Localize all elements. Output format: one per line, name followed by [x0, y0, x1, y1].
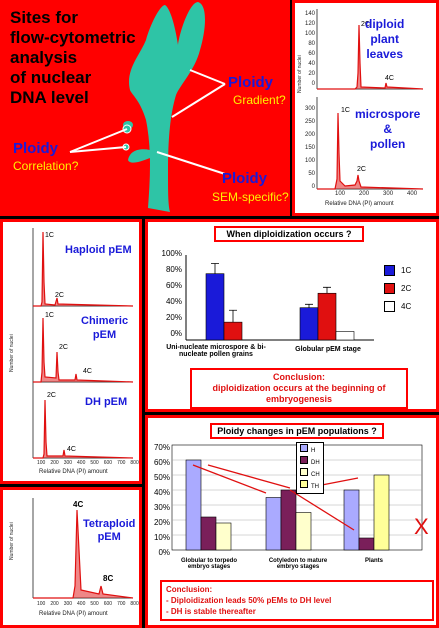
peak-2c-b: 2C [59, 344, 68, 351]
bar-1c-0 [205, 273, 225, 341]
plant-illustration [69, 2, 226, 212]
error-bar [211, 263, 219, 274]
bar-dh-1 [280, 489, 297, 551]
peak-2c: 2C [361, 21, 370, 28]
dh-pem-label: DH pEM [85, 396, 128, 408]
diploid-leaves-label: diploid plant leaves [365, 17, 405, 61]
x-axis-label: Relative DNA (PI) amount [39, 469, 108, 475]
x-ticks: 100 200 300 400 500 600 700 800 [37, 601, 139, 607]
bar-h-2 [343, 489, 360, 551]
error-bar [323, 286, 331, 294]
bar-dh-0 [200, 516, 217, 551]
category-label-1: Globular to torpedo embryo stages [181, 558, 237, 570]
diploidization-title: When diploidization occurs ? [214, 226, 364, 242]
legend-4c: 4C [384, 298, 411, 316]
peak-1c-b: 1C [45, 312, 54, 319]
bar-ch-1 [295, 512, 312, 551]
error-bar [229, 309, 237, 323]
diploidization-panel: When diploidization occurs ? 100% 80% 60% 4… [145, 219, 439, 412]
panel-title: Sites for flow-cytometric analysis of nu… [10, 8, 136, 107]
y-ticks: 100% 80% 60% 40% 20% 0% [161, 249, 182, 338]
peak-4c: 4C [73, 500, 84, 509]
legend: H DH CH TH [296, 442, 324, 494]
category-label-3: Plants [364, 558, 383, 564]
bar-2c-0 [223, 321, 243, 341]
y-ticks-bottom: 300 250 200 150 100 50 0 [304, 106, 315, 190]
gradient-question: Gradient? [233, 93, 286, 107]
ploidy-changes-panel: Ploidy changes in pEM populations ? 70% 6… [145, 415, 439, 628]
bar-h-0 [185, 459, 202, 551]
y-ticks: 70% 60% 50% 40% 30% 20% 10% 0% [153, 443, 170, 557]
tetraploid-histogram: 4C 8C Tetraploid pEM Number of nuclei 10… [0, 487, 142, 628]
y-ticks-top: 140 120 100 80 60 40 20 0 [304, 11, 315, 87]
ploidy-changes-title: Ploidy changes in pEM populations ? [210, 423, 384, 439]
tetraploid-label: Tetraploid pEM [83, 518, 136, 543]
category-label-2: Cotyledon to mature embryo stages [268, 558, 328, 570]
microspore-pollen-label: microspore & pollen [355, 107, 421, 151]
haploid-pem-label: Haploid pEM [65, 244, 132, 256]
legend-2c: 2C [384, 280, 411, 298]
bar-h-1 [265, 497, 282, 551]
chimeric-pem-label: Chimeric pEM [81, 315, 129, 341]
bar-th-2 [373, 474, 390, 551]
correlation-question: Correlation? [13, 159, 79, 173]
legend-th: TH [300, 480, 320, 492]
leaf-pollen-histograms: 140 120 100 80 60 40 20 0 300 250 200 150 100 50 0 Nu… [292, 0, 439, 216]
legend-ch: CH [300, 468, 320, 480]
x-axis-label: Relative DNA (PI) amount [325, 201, 394, 207]
ploidy-label-3: Ploidy [222, 170, 268, 187]
tetraploid-plot [32, 498, 134, 599]
diploidization-chart [185, 255, 374, 341]
peak-4c-b: 4C [83, 368, 92, 375]
ploidy-sites-panel: Sites for flow-cytometric analysis of nu… [0, 0, 290, 216]
plant-shape [128, 2, 205, 212]
ploidy-label-1: Ploidy [228, 74, 274, 91]
pem-histogram-plot [32, 228, 134, 459]
y-axis-label: Number of nuclei [297, 55, 303, 93]
bar-1c-1 [299, 307, 319, 341]
ploidy-conclusion: Conclusion: - Diploidization leads 50% p… [160, 580, 434, 621]
x-axis-label: Relative DNA (PI) amount [39, 611, 108, 617]
x-ticks: 100 200 300 400 [335, 191, 418, 197]
y-axis-label: Number of nuclei [9, 522, 15, 560]
cross-mark: X [414, 514, 429, 539]
x-ticks: 100 200 300 400 500 600 700 800 [37, 460, 139, 466]
category-label-2: Globular pEM stage [295, 346, 361, 353]
peak-4c: 4C [385, 75, 394, 82]
error-bar [305, 303, 313, 308]
legend-dh: DH [300, 456, 320, 468]
peak-4c-c: 4C [67, 446, 76, 453]
peak-8c: 8C [103, 574, 114, 583]
legend-1c: 1C [384, 262, 411, 280]
pem-histograms: 1C 2C 1C 2C 4C 2C 4C Haploid pEM Chimeri… [0, 219, 142, 484]
sem-specific-question: SEM-specific? [212, 190, 289, 204]
category-label-1: Uni-nucleate microspore & bi-nucleate po… [166, 344, 266, 358]
peak-2c-c: 2C [47, 392, 56, 399]
histogram-plot [316, 9, 424, 190]
diploidization-conclusion: Conclusion: diploidization occurs at the… [190, 368, 408, 409]
ploidy-label-2: Ploidy [13, 140, 59, 157]
y-axis-label: Number of nuclei [9, 334, 15, 372]
trend-arrows [192, 464, 359, 531]
legend: 1C 2C 4C [384, 262, 411, 316]
bar-dh-2 [358, 537, 375, 551]
bar-ch-0 [215, 522, 232, 551]
peak-1c: 1C [341, 107, 350, 114]
bar-4c-1 [335, 331, 355, 341]
legend-h: H [300, 444, 320, 456]
peak-2c-b: 2C [357, 166, 366, 173]
peak-2c-a: 2C [55, 292, 64, 299]
bar-2c-1 [317, 292, 337, 341]
peak-1c-a: 1C [45, 232, 54, 239]
